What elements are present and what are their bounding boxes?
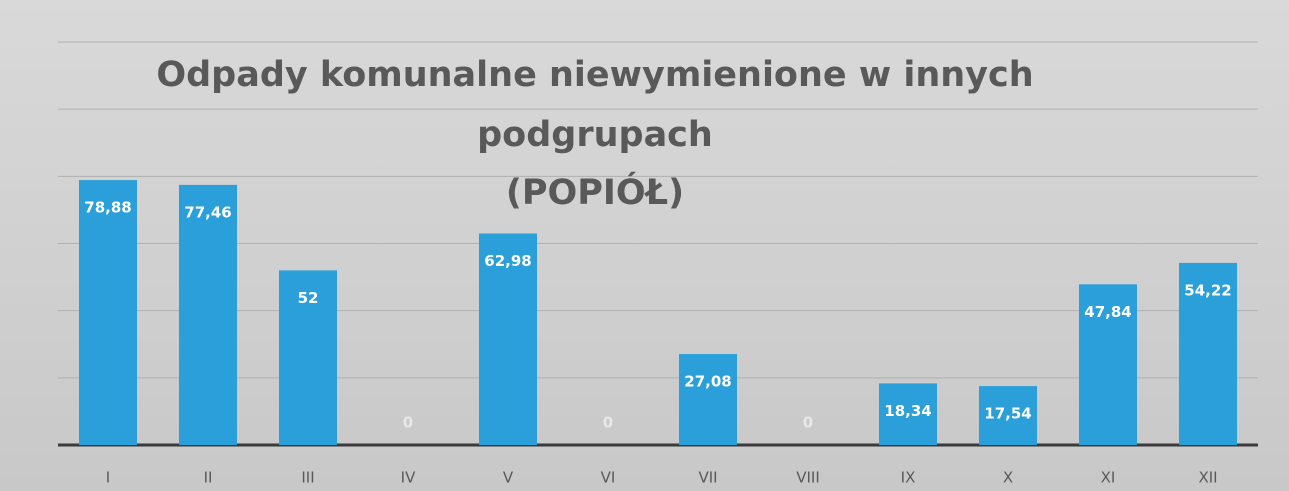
bar	[479, 233, 537, 445]
x-tick-label: V	[503, 469, 514, 487]
value-label: 78,88	[84, 199, 131, 217]
value-label: 0	[403, 414, 413, 432]
value-label: 0	[803, 414, 813, 432]
bar	[879, 383, 937, 445]
value-label: 52	[298, 289, 319, 307]
bar	[979, 386, 1037, 445]
bar	[1079, 284, 1137, 445]
x-tick-label: IX	[901, 469, 916, 487]
x-tick-label: I	[106, 469, 110, 487]
bar	[1179, 262, 1237, 445]
x-tick-label: VII	[698, 469, 717, 487]
x-tick-label: X	[1003, 469, 1013, 487]
value-label: 17,54	[984, 405, 1031, 423]
bar	[279, 270, 337, 445]
x-tick-label: IV	[401, 469, 416, 487]
value-label: 0	[603, 414, 613, 432]
x-tick-label: VIII	[796, 469, 820, 487]
value-label: 27,08	[684, 373, 731, 391]
value-label: 47,84	[1084, 303, 1131, 321]
value-label: 77,46	[184, 203, 231, 221]
x-tick-label: III	[301, 469, 314, 487]
x-tick-label: XII	[1198, 469, 1217, 487]
x-tick-label: XI	[1101, 469, 1116, 487]
bar	[179, 184, 237, 445]
chart-title: Odpady komunalne niewymienione w innych …	[156, 55, 1034, 155]
x-tick-label: II	[204, 469, 213, 487]
value-label: 62,98	[484, 252, 531, 270]
bar	[679, 354, 737, 445]
bar	[79, 180, 137, 445]
x-tick-label: VI	[601, 469, 616, 487]
chart-subtitle: (POPIÓŁ)	[505, 173, 685, 213]
value-label: 18,34	[884, 402, 931, 420]
value-label: 54,22	[1184, 281, 1231, 299]
